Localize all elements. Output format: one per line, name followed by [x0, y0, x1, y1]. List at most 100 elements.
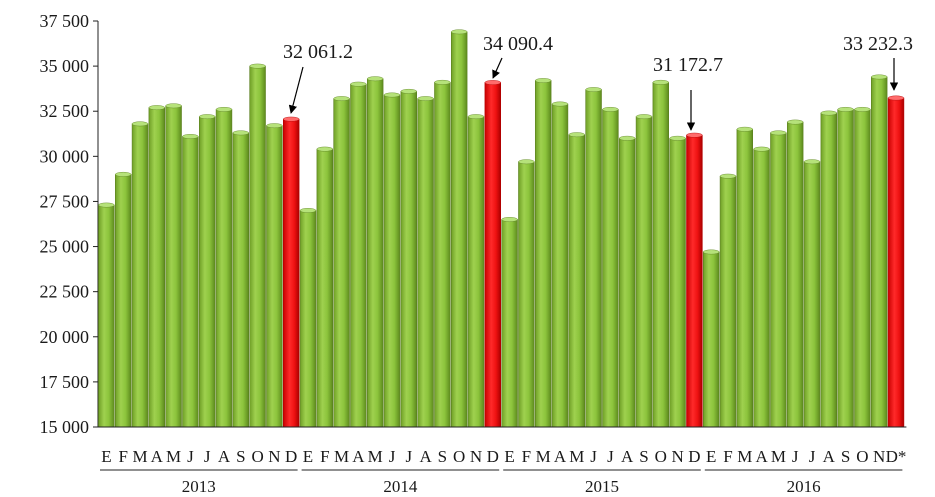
bar-top	[753, 146, 770, 152]
bar-top	[820, 110, 837, 116]
bar	[299, 210, 317, 428]
x-tick-label: J	[809, 447, 816, 466]
x-tick-label: M	[737, 447, 752, 466]
bar	[383, 94, 401, 428]
bar	[887, 97, 905, 428]
x-tick-label: N	[470, 447, 482, 466]
bar	[249, 65, 266, 428]
x-tick-label: S	[639, 447, 648, 466]
bar	[770, 132, 787, 428]
y-tick-label: 32 500	[40, 101, 90, 121]
x-tick-label: E	[101, 447, 111, 466]
bar	[350, 83, 367, 428]
x-tick-label: N	[873, 447, 885, 466]
year-label: 2015	[585, 477, 619, 496]
bar	[366, 78, 384, 428]
bar	[467, 116, 485, 428]
bar	[518, 161, 535, 428]
x-tick-label: N	[671, 447, 683, 466]
y-tick-label: 20 000	[40, 327, 90, 347]
bar	[282, 118, 300, 428]
y-tick-label: 37 500	[40, 11, 90, 31]
bar-top	[669, 135, 686, 141]
bar	[534, 80, 552, 428]
bar	[484, 82, 501, 428]
bar	[551, 103, 569, 428]
bar	[417, 98, 434, 428]
x-tick-label: S	[841, 447, 850, 466]
x-tick-label: J	[590, 447, 597, 466]
bar-top	[417, 96, 434, 101]
x-tick-label: D	[285, 447, 297, 466]
bar	[686, 134, 703, 428]
bar-top	[215, 107, 233, 112]
x-tick-label: A	[755, 447, 768, 466]
x-tick-label: A	[823, 447, 836, 466]
bar	[434, 82, 451, 428]
bar-top	[367, 76, 384, 82]
x-tick-label: M	[166, 447, 181, 466]
bar-top	[467, 114, 485, 120]
bar	[736, 128, 754, 428]
y-tick-label: 17 500	[40, 372, 90, 392]
bar-top	[316, 146, 333, 152]
bar-top	[350, 81, 367, 87]
bar	[618, 137, 636, 428]
x-tick-label: M	[334, 447, 349, 466]
bar	[266, 125, 283, 428]
x-tick-label: N	[268, 447, 280, 466]
x-tick-label: M	[132, 447, 147, 466]
y-tick-label: 25 000	[40, 237, 90, 257]
bar	[215, 109, 233, 428]
x-tick-label: S	[438, 447, 447, 466]
y-tick-label: 30 000	[40, 146, 90, 166]
x-tick-label: D	[688, 447, 700, 466]
x-tick-label: E	[303, 447, 313, 466]
bar-top	[383, 92, 401, 98]
bar-top	[770, 130, 787, 136]
bar-top	[484, 80, 501, 85]
y-tick-label: 22 500	[40, 282, 90, 302]
year-label: 2013	[182, 477, 216, 496]
bar-top	[249, 63, 266, 69]
x-tick-label: D*	[886, 447, 907, 466]
x-tick-label: A	[621, 447, 634, 466]
x-tick-label: J	[389, 447, 396, 466]
y-axis: 15 000 17 500 20 000 22 500 25 000 27 500 30 0…	[40, 11, 99, 437]
bar-top	[837, 107, 854, 112]
bar-top	[451, 29, 468, 35]
bar-top	[887, 95, 905, 101]
bar-top	[148, 105, 165, 111]
x-tick-label: E	[706, 447, 716, 466]
bar-top	[568, 132, 585, 138]
bar	[702, 251, 720, 428]
bar-top	[736, 126, 753, 132]
x-tick-label: J	[405, 447, 412, 466]
year-label: 2016	[787, 477, 821, 496]
bar	[400, 91, 417, 428]
bar	[199, 116, 216, 428]
bar	[232, 132, 249, 428]
x-tick-label: F	[118, 447, 127, 466]
bar-top	[635, 114, 653, 120]
x-tick-label: F	[320, 447, 329, 466]
bar-top	[266, 123, 283, 129]
x-tick-label: J	[204, 447, 211, 466]
x-tick-label: E	[504, 447, 514, 466]
x-tick-label: A	[419, 447, 432, 466]
bar	[98, 204, 115, 428]
bar	[870, 76, 888, 428]
x-tick-label: S	[236, 447, 245, 466]
bar-top	[585, 87, 602, 92]
bar	[165, 105, 182, 428]
bar	[568, 134, 586, 428]
data-label: 33 232.3	[843, 33, 913, 55]
x-tick-label: F	[723, 447, 732, 466]
bar-top	[232, 130, 249, 136]
bar-top	[283, 116, 300, 122]
data-label: 31 172.7	[653, 54, 723, 76]
x-tick-label: O	[251, 447, 263, 466]
bar	[635, 116, 653, 428]
bar	[669, 137, 686, 428]
